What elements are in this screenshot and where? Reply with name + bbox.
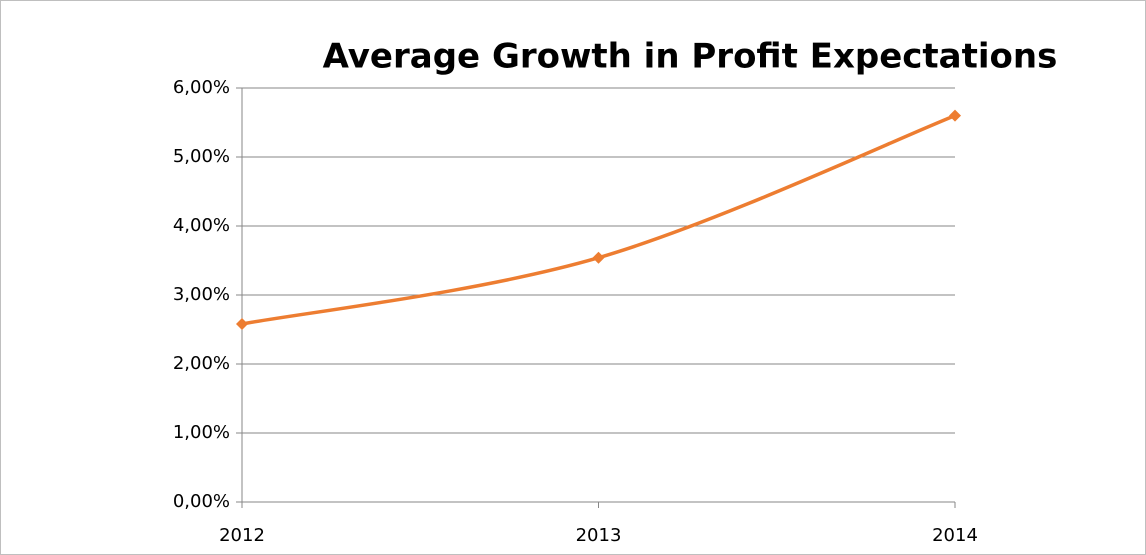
y-tick-label: 1,00% <box>173 422 230 443</box>
x-tick-label: 2013 <box>576 525 622 546</box>
y-tick-label: 6,00% <box>173 77 230 98</box>
y-tick-label: 5,00% <box>173 146 230 167</box>
chart-title: Average Growth in Profit Expectations <box>323 37 1058 77</box>
y-tick-label: 4,00% <box>173 215 230 236</box>
marker <box>949 109 961 122</box>
marker <box>592 251 605 264</box>
marker <box>236 317 248 330</box>
y-tick-label: 0,00% <box>173 491 230 512</box>
y-tick-label: 3,00% <box>173 284 230 305</box>
y-tick-label: 2,00% <box>173 353 230 374</box>
x-tick-label: 2014 <box>932 525 978 546</box>
x-tick-label: 2012 <box>219 525 265 546</box>
